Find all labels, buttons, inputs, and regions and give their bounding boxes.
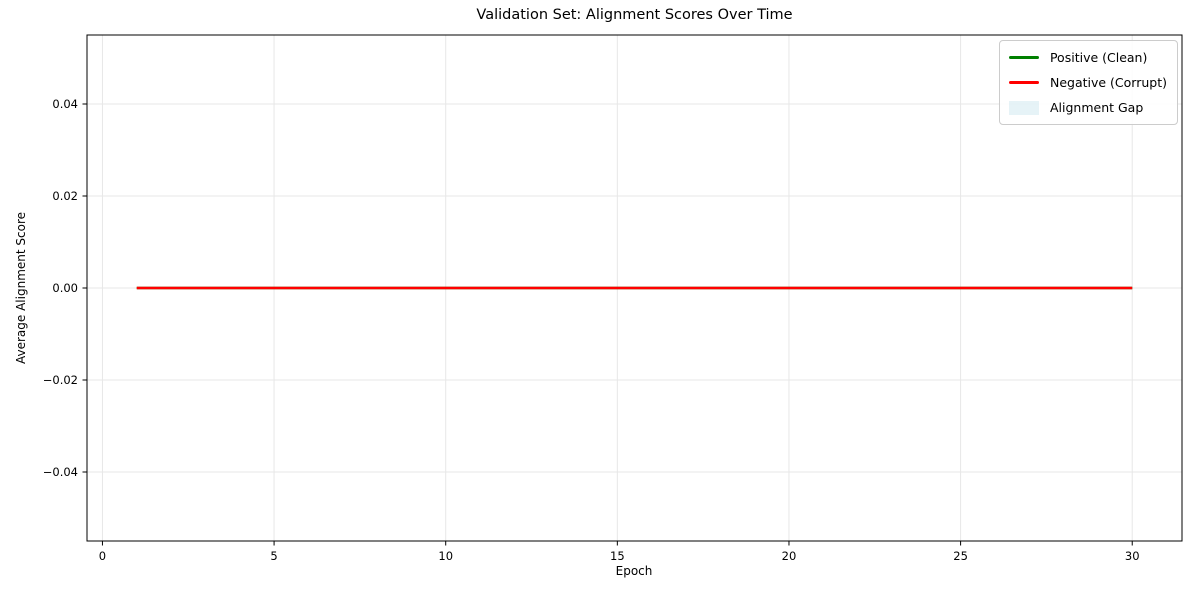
legend-label: Alignment Gap bbox=[1049, 100, 1144, 115]
y-axis-label: Average Alignment Score bbox=[14, 212, 28, 364]
x-tick-label: 25 bbox=[953, 549, 968, 563]
y-tick-label: −0.04 bbox=[43, 465, 78, 479]
legend: Positive (Clean) Negative (Corrupt) Alig… bbox=[998, 40, 1178, 125]
y-tick-label: −0.02 bbox=[43, 373, 78, 387]
x-tick-label: 20 bbox=[782, 549, 797, 563]
legend-item-alignment-gap: Alignment Gap bbox=[1008, 99, 1167, 116]
x-tick-label: 15 bbox=[610, 549, 625, 563]
y-tick-label: 0.02 bbox=[52, 189, 78, 203]
legend-line-swatch-red bbox=[1008, 81, 1039, 84]
legend-item-positive-clean: Positive (Clean) bbox=[1008, 49, 1167, 66]
y-tick-label: 0.00 bbox=[52, 281, 78, 295]
legend-label: Positive (Clean) bbox=[1049, 50, 1148, 65]
legend-label: Negative (Corrupt) bbox=[1049, 75, 1167, 90]
x-axis-label: Epoch bbox=[615, 564, 653, 578]
x-tick-label: 0 bbox=[99, 549, 106, 563]
x-tick-label: 5 bbox=[270, 549, 277, 563]
chart-title: Validation Set: Alignment Scores Over Ti… bbox=[476, 7, 793, 23]
legend-patch-swatch-lightblue bbox=[1008, 100, 1039, 115]
x-tick-label: 30 bbox=[1125, 549, 1140, 563]
y-tick-label: 0.04 bbox=[52, 97, 78, 111]
x-tick-label: 10 bbox=[438, 549, 453, 563]
legend-item-negative-corrupt: Negative (Corrupt) bbox=[1008, 74, 1167, 91]
legend-line-swatch-green bbox=[1008, 56, 1039, 59]
